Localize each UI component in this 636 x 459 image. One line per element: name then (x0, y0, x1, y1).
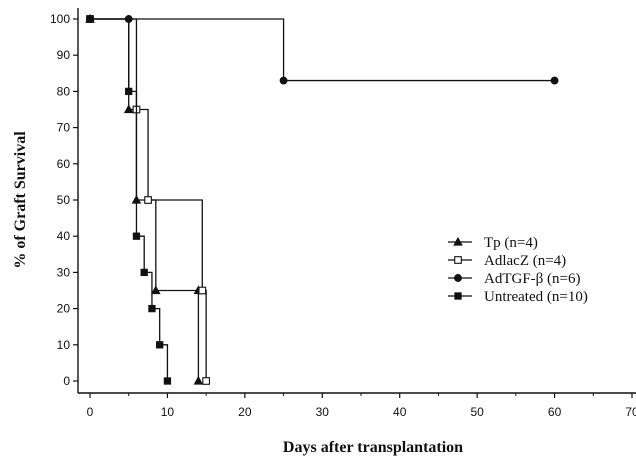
data-point-untreated (125, 87, 133, 96)
data-point-untreated (163, 377, 172, 385)
y-tick-label: 60 (57, 157, 71, 171)
y-tick-label: 40 (57, 229, 71, 243)
y-tick-label: 90 (57, 48, 71, 62)
legend-item-untreated: Untreated (n=10) (448, 289, 588, 305)
legend-item-adlacz: AdlacZ (n=4) (448, 253, 566, 269)
data-point-tp (151, 285, 161, 295)
x-tick-label: 40 (393, 405, 407, 419)
data-point-untreated (86, 15, 94, 23)
data-point-untreated (156, 341, 164, 349)
legend-marker-shape-adlacz (454, 256, 462, 264)
y-axis-ticks: 0 10 20 30 40 50 60 70 80 90 100 (50, 12, 78, 388)
series-untreated (86, 15, 172, 385)
legend-marker-adtgf (454, 274, 462, 282)
legend-marker-shape-untreated (454, 292, 462, 300)
y-tick-label: 30 (57, 265, 71, 279)
x-tick-label: 60 (548, 405, 562, 419)
legend-marker-shape-adtgf (454, 274, 462, 282)
series-adtgf (86, 15, 559, 85)
y-tick-label: 50 (57, 193, 71, 207)
data-point-untreated (140, 268, 148, 277)
legend-label-adlacz: AdlacZ (n=4) (484, 253, 566, 269)
y-tick-label: 100 (50, 12, 70, 26)
legend: Tp (n=4) AdlacZ (n=4) AdTGF-β (n=6) Untr… (448, 235, 588, 305)
legend-label-adtgf: AdTGF-β (n=6) (484, 271, 581, 287)
axes-layer: 0 10 20 30 40 50 60 70 0 10 20 30 40 50 60 70 80 90 100 (50, 8, 636, 419)
x-axis-ticks: 0 10 20 30 40 50 60 70 (87, 393, 636, 419)
legend-label-untreated: Untreated (n=10) (484, 289, 588, 305)
data-point-adlacz (202, 377, 210, 385)
data-point-adtgf (279, 76, 288, 85)
y-tick-label: 80 (57, 84, 71, 98)
x-tick-label: 70 (625, 405, 636, 419)
legend-marker-tp (453, 236, 463, 246)
data-point-untreated (132, 232, 141, 240)
y-tick-label: 70 (57, 121, 71, 135)
legend-label-tp: Tp (n=4) (484, 235, 538, 251)
x-tick-label: 0 (87, 405, 94, 419)
x-tick-label: 20 (238, 405, 252, 419)
data-point-untreated (148, 304, 156, 313)
data-point-adtgf (550, 76, 559, 85)
x-tick-label: 10 (161, 405, 175, 419)
y-tick-label: 0 (63, 374, 70, 388)
series-line-adtgf (90, 18, 555, 82)
x-tick-label: 30 (316, 405, 330, 419)
data-point-adlacz (144, 196, 152, 204)
legend-item-tp: Tp (n=4) (448, 235, 538, 251)
data-point-adlacz (198, 286, 207, 295)
y-tick-label: 20 (57, 302, 71, 316)
x-axis-title: Days after transplantation (283, 439, 463, 456)
y-axis-title: % of Graft Survival (12, 131, 29, 269)
series-adlacz (86, 15, 210, 385)
legend-marker-untreated (454, 292, 462, 300)
legend-marker-shape-tp (453, 236, 463, 246)
x-tick-label: 50 (470, 405, 484, 419)
legend-marker-adlacz (454, 256, 462, 264)
y-tick-label: 10 (57, 338, 71, 352)
legend-item-adtgf: AdTGF-β (n=6) (448, 271, 581, 287)
data-point-tp (193, 375, 204, 385)
series-layer (85, 13, 559, 385)
data-point-tp (123, 104, 134, 114)
